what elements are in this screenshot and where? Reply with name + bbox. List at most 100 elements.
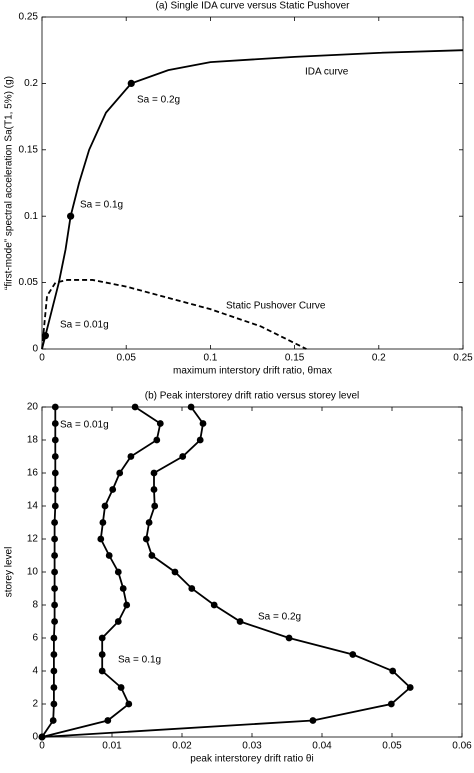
y-tick-label: 0.1 [24, 211, 38, 222]
series-marker [50, 667, 58, 675]
y-tick-label: 4 [32, 666, 38, 677]
x-tick-label: 0 [39, 741, 45, 752]
series-marker [125, 700, 133, 708]
y-tick-label: 0 [32, 344, 38, 355]
series-marker [127, 453, 135, 460]
x-tick-label: 0.04 [312, 741, 332, 752]
x-axis-label: maximum interstory drift ratio, θmax [173, 366, 332, 377]
series-marker [387, 700, 395, 708]
series-line [41, 49, 464, 350]
x-tick-label: 0.02 [172, 741, 192, 752]
series-marker [104, 717, 112, 724]
chart-title: (a) Single IDA curve versus Static Pusho… [156, 1, 351, 12]
series-marker [49, 717, 57, 724]
x-axis-label: peak interstorey drift ratio θi [190, 754, 313, 765]
series-marker [38, 733, 46, 741]
series-marker [199, 420, 207, 427]
series-marker [150, 486, 158, 493]
series-marker [114, 568, 122, 576]
chart-title: (b) Peak interstorey drift ratio versus … [145, 391, 360, 402]
series-marker [98, 651, 106, 658]
series-marker [285, 634, 293, 642]
series-marker [50, 651, 58, 658]
series-marker [51, 585, 58, 592]
series-marker [116, 469, 124, 477]
series-marker [105, 552, 113, 559]
y-tick-label: 14 [27, 501, 39, 512]
y-axis-label: “first-mode” spectral acceleration Sa(T1… [4, 76, 15, 290]
series-marker [50, 700, 58, 708]
y-tick-label: 20 [27, 402, 39, 413]
series-marker [101, 502, 109, 510]
series-line [41, 406, 412, 738]
series-label: Sa = 0.1g [118, 655, 161, 666]
plot-frame [41, 406, 463, 738]
y-axis-label: storey level [4, 547, 15, 598]
y-tick-label: 12 [27, 534, 39, 545]
series-label: Static Pushover Curve [226, 301, 326, 312]
series-marker [131, 403, 139, 411]
series-marker [51, 568, 58, 576]
point-marker [127, 79, 135, 87]
series-marker [109, 486, 117, 493]
series-marker [150, 469, 158, 477]
series-marker [309, 717, 317, 724]
series-marker [50, 684, 58, 691]
plot-frame [41, 16, 464, 350]
point-label: Sa = 0.2g [137, 95, 180, 106]
x-tick-label: 0.06 [452, 741, 472, 752]
series-marker [114, 618, 122, 625]
x-tick-label: 0.1 [203, 353, 217, 364]
series-marker [51, 552, 58, 559]
series-marker [123, 601, 131, 609]
series-marker [119, 585, 127, 592]
series-marker [171, 568, 179, 576]
y-tick-label: 10 [27, 567, 39, 578]
series-marker [51, 420, 59, 427]
y-tick-label: 6 [32, 633, 38, 644]
point-label: Sa = 0.01g [60, 320, 109, 331]
x-tick-label: 0.15 [285, 353, 305, 364]
series-marker [389, 667, 397, 675]
series-marker [97, 535, 105, 543]
series-marker [145, 519, 153, 526]
series-marker [99, 519, 107, 526]
y-tick-label: 0.25 [19, 12, 39, 23]
x-tick-label: 0.01 [102, 741, 122, 752]
series-marker [51, 502, 59, 510]
y-tick-label: 8 [32, 600, 38, 611]
series-marker [349, 651, 357, 658]
y-tick-label: 18 [27, 435, 39, 446]
series-marker [51, 469, 59, 477]
x-tick-label: 0.2 [372, 353, 386, 364]
y-tick-label: 0.2 [24, 78, 38, 89]
series-marker [51, 519, 58, 526]
series-marker [51, 436, 59, 444]
x-tick-label: 0.25 [453, 353, 473, 364]
y-tick-label: 0 [32, 732, 38, 743]
series-line [41, 279, 307, 350]
series-marker [236, 618, 244, 625]
series-marker [50, 634, 58, 642]
series-marker [51, 535, 58, 543]
series-marker [187, 403, 195, 411]
series-marker [210, 601, 218, 609]
series-marker [142, 535, 150, 543]
series-label: IDA curve [305, 67, 349, 78]
series-marker [51, 601, 58, 609]
series-marker [51, 453, 59, 460]
series-marker [51, 403, 59, 411]
series-label: Sa = 0.2g [258, 612, 301, 623]
series-marker [196, 436, 204, 444]
point-label: Sa = 0.1g [80, 200, 123, 211]
y-tick-label: 0.05 [19, 277, 39, 288]
series-line [41, 406, 162, 738]
y-tick-label: 2 [32, 699, 38, 710]
y-tick-label: 16 [27, 468, 39, 479]
x-tick-label: 0.03 [242, 741, 262, 752]
point-marker [67, 212, 75, 220]
series-marker [179, 453, 187, 460]
series-marker [98, 667, 106, 675]
